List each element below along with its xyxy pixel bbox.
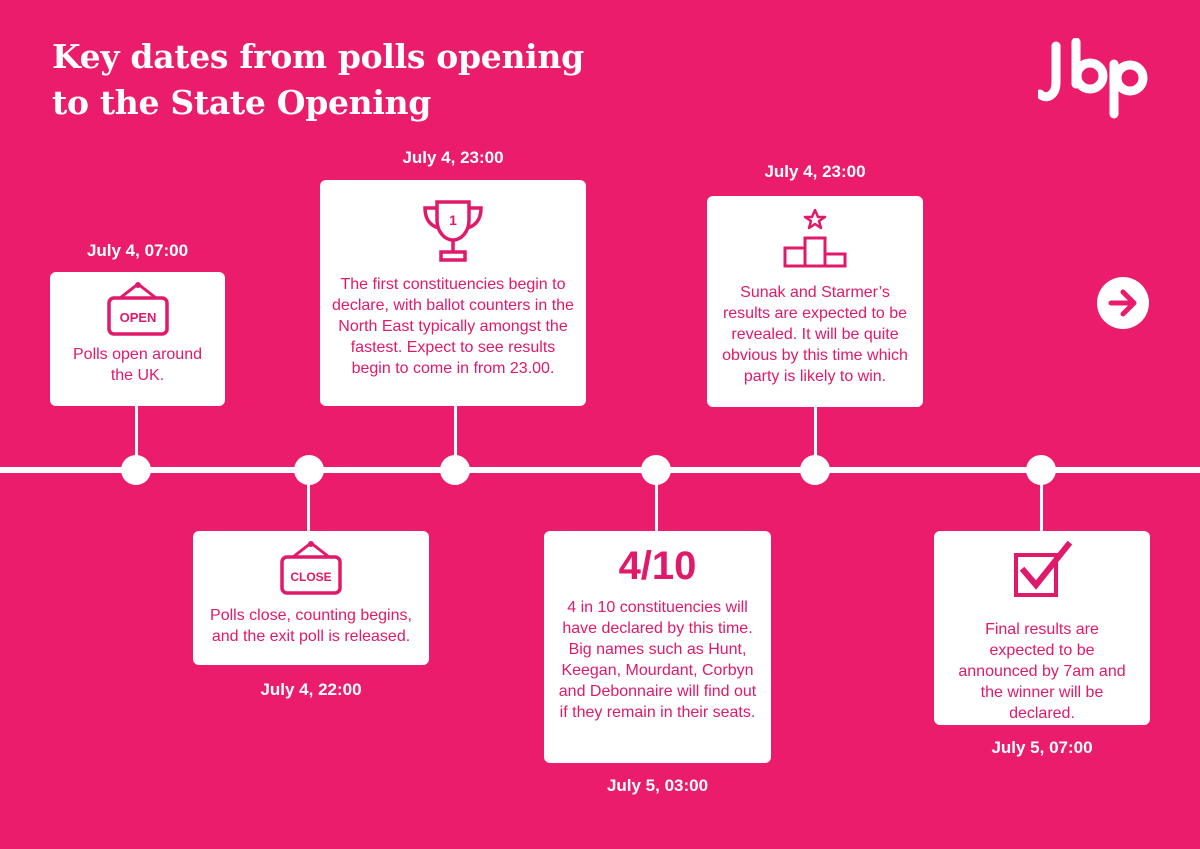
event-date: July 4, 23:00 [402, 148, 504, 167]
headline-stat: 4/10 [618, 544, 697, 588]
timeline-node [294, 455, 324, 485]
event-date: July 5, 03:00 [606, 776, 709, 795]
timeline-line [0, 467, 1200, 473]
title-line-1: Key dates from polls opening [52, 37, 584, 76]
timeline-stem [814, 406, 817, 466]
timeline-node [641, 455, 671, 485]
timeline-node [1026, 455, 1056, 485]
event-date: July 4, 23:00 [764, 162, 866, 181]
timeline-stem [454, 406, 457, 466]
event-date: July 5, 07:00 [991, 738, 1093, 757]
event-card-leaders-results: Sunak and Starmer’s results are expected… [707, 196, 923, 407]
event-text: 4 in 10 constituencies will have declare… [558, 599, 757, 721]
open-sign-icon: OPEN [106, 282, 169, 336]
close-sign-label: CLOSE [290, 570, 331, 584]
page-title: Key dates from polls opening to the Stat… [52, 34, 672, 126]
next-arrow-button[interactable] [1096, 276, 1150, 330]
jbp-logo [1038, 38, 1150, 122]
event-text: Polls open around the UK. [73, 346, 202, 384]
checkbox-icon [1014, 541, 1073, 597]
timeline-node [121, 455, 151, 485]
event-card-final-results: Final results are expected to be announc… [934, 531, 1150, 725]
timeline-stem [655, 475, 658, 532]
event-card-first-declarations: 1 The first constituencies begin to decl… [320, 180, 586, 406]
trophy-icon: 1 [423, 200, 483, 262]
timeline-node [800, 455, 830, 485]
open-sign-label: OPEN [119, 310, 156, 325]
arrow-right-icon [1097, 277, 1149, 329]
event-card-four-in-ten: 4/10 4 in 10 constituencies will have de… [544, 531, 771, 763]
event-text: The first constituencies begin to declar… [332, 276, 574, 377]
event-text: Sunak and Starmer’s results are expected… [722, 284, 908, 385]
event-text: Polls close, counting begins, and the ex… [210, 607, 412, 645]
timeline-stem [307, 475, 310, 532]
timeline-stem [135, 405, 138, 465]
event-card-polls-open: OPEN Polls open around the UK. [50, 272, 225, 406]
timeline-stem [1040, 475, 1043, 532]
trophy-number: 1 [449, 212, 457, 228]
title-line-2: to the State Opening [52, 83, 432, 122]
close-sign-icon: CLOSE [280, 541, 342, 595]
podium-icon [783, 208, 847, 268]
event-card-polls-close: CLOSE Polls close, counting begins, and … [193, 531, 429, 665]
event-text: Final results are expected to be announc… [958, 621, 1126, 722]
timeline-node [440, 455, 470, 485]
event-date: July 4, 22:00 [260, 680, 362, 699]
event-date: July 4, 07:00 [86, 241, 189, 260]
